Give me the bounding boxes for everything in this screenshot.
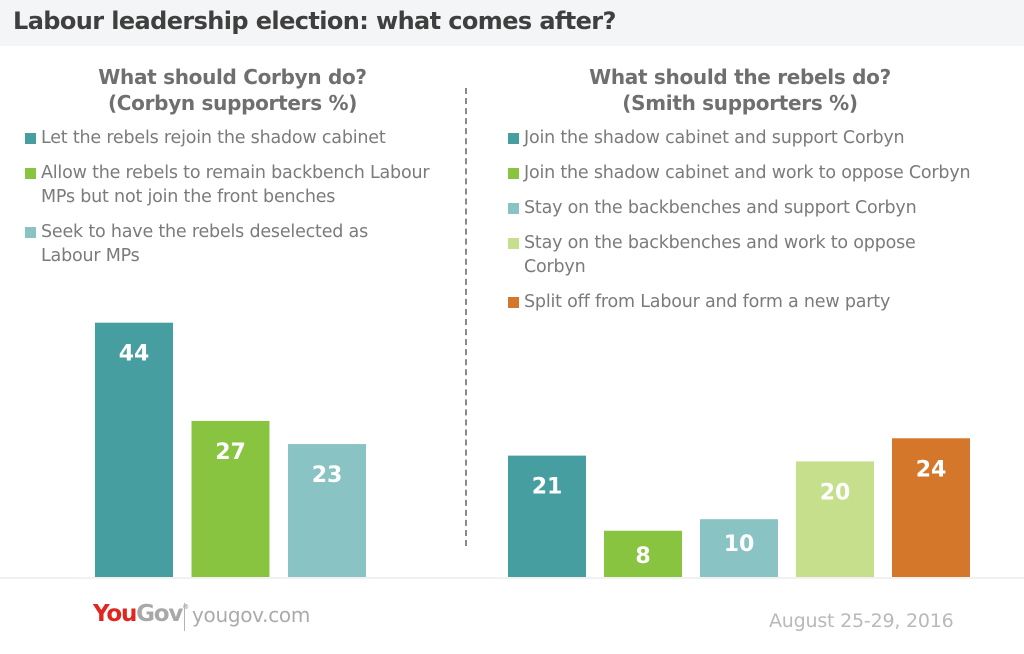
bar-value-label: 27 — [215, 440, 246, 465]
panel-divider — [465, 88, 467, 546]
bar-value-label: 24 — [916, 457, 947, 482]
yougov-logo: YouGov® — [93, 601, 189, 627]
footer-date: August 25-29, 2016 — [769, 610, 954, 632]
legend-swatch — [508, 238, 519, 249]
legend-label: Split off from Labour and form a new par… — [524, 292, 891, 312]
left-legend: Let the rebels rejoin the shadow cabinet… — [25, 126, 455, 279]
logo-you: You — [93, 601, 137, 627]
bar — [508, 455, 586, 577]
legend-swatch — [508, 133, 519, 144]
chart-baseline — [0, 577, 1024, 579]
bar-value-label: 10 — [724, 532, 755, 557]
bar — [796, 461, 874, 577]
legend-item: Join the shadow cabinet and support Corb… — [508, 126, 978, 150]
bar — [892, 438, 970, 577]
legend-item: Stay on the backbenches and support Corb… — [508, 196, 978, 220]
legend-label: Join the shadow cabinet and work to oppo… — [524, 163, 971, 183]
legend-swatch — [25, 168, 36, 179]
bar — [604, 530, 682, 577]
bar-value-label: 8 — [635, 544, 650, 569]
legend-label: Allow the rebels to remain backbench Lab… — [41, 163, 430, 207]
bar — [700, 519, 778, 577]
legend-swatch — [25, 133, 36, 144]
legend-item: Allow the rebels to remain backbench Lab… — [25, 161, 455, 209]
footer-separator — [184, 603, 185, 631]
legend-item: Split off from Labour and form a new par… — [508, 290, 978, 314]
legend-item: Stay on the backbenches and work to oppo… — [508, 231, 978, 279]
legend-swatch — [508, 203, 519, 214]
legend-label: Join the shadow cabinet and support Corb… — [524, 128, 905, 148]
legend-label: Stay on the backbenches and work to oppo… — [524, 233, 916, 277]
legend-item: Join the shadow cabinet and work to oppo… — [508, 161, 978, 185]
bar-value-label: 20 — [820, 480, 851, 505]
legend-swatch — [25, 227, 36, 238]
legend-swatch — [508, 297, 519, 308]
bar-value-label: 44 — [119, 342, 150, 367]
header-bar: Labour leadership election: what comes a… — [0, 0, 1024, 46]
legend-item: Seek to have the rebels deselected as La… — [25, 220, 401, 268]
left-panel-title-line1: What should Corbyn do? — [98, 65, 367, 89]
right-legend: Join the shadow cabinet and support Corb… — [508, 126, 978, 325]
bar — [95, 322, 173, 577]
legend-swatch — [508, 168, 519, 179]
legend-label: Stay on the backbenches and support Corb… — [524, 198, 917, 218]
right-panel-title: What should the rebels do? (Smith suppor… — [530, 64, 950, 116]
right-panel-title-line1: What should the rebels do? — [589, 65, 891, 89]
bar-value-label: 23 — [312, 463, 343, 488]
bar-value-label: 21 — [532, 475, 563, 500]
rebels-chart: 21 8 10 20 24 — [508, 438, 970, 577]
logo-gov: Gov — [136, 601, 183, 627]
footer-url: yougov.com — [192, 603, 311, 627]
legend-label: Let the rebels rejoin the shadow cabinet — [41, 128, 386, 148]
left-panel-title-line2: (Corbyn supporters %) — [107, 91, 358, 115]
bar — [288, 444, 366, 577]
legend-label: Seek to have the rebels deselected as La… — [41, 222, 368, 266]
left-panel-title: What should Corbyn do? (Corbyn supporter… — [40, 64, 425, 116]
right-panel-title-line2: (Smith supporters %) — [622, 91, 858, 115]
corbyn-chart: 44 27 23 — [95, 322, 366, 577]
legend-item: Let the rebels rejoin the shadow cabinet — [25, 126, 455, 150]
bar — [191, 420, 270, 577]
logo-registered-mark: ® — [182, 603, 189, 611]
chart-title: Labour leadership election: what comes a… — [13, 7, 616, 35]
